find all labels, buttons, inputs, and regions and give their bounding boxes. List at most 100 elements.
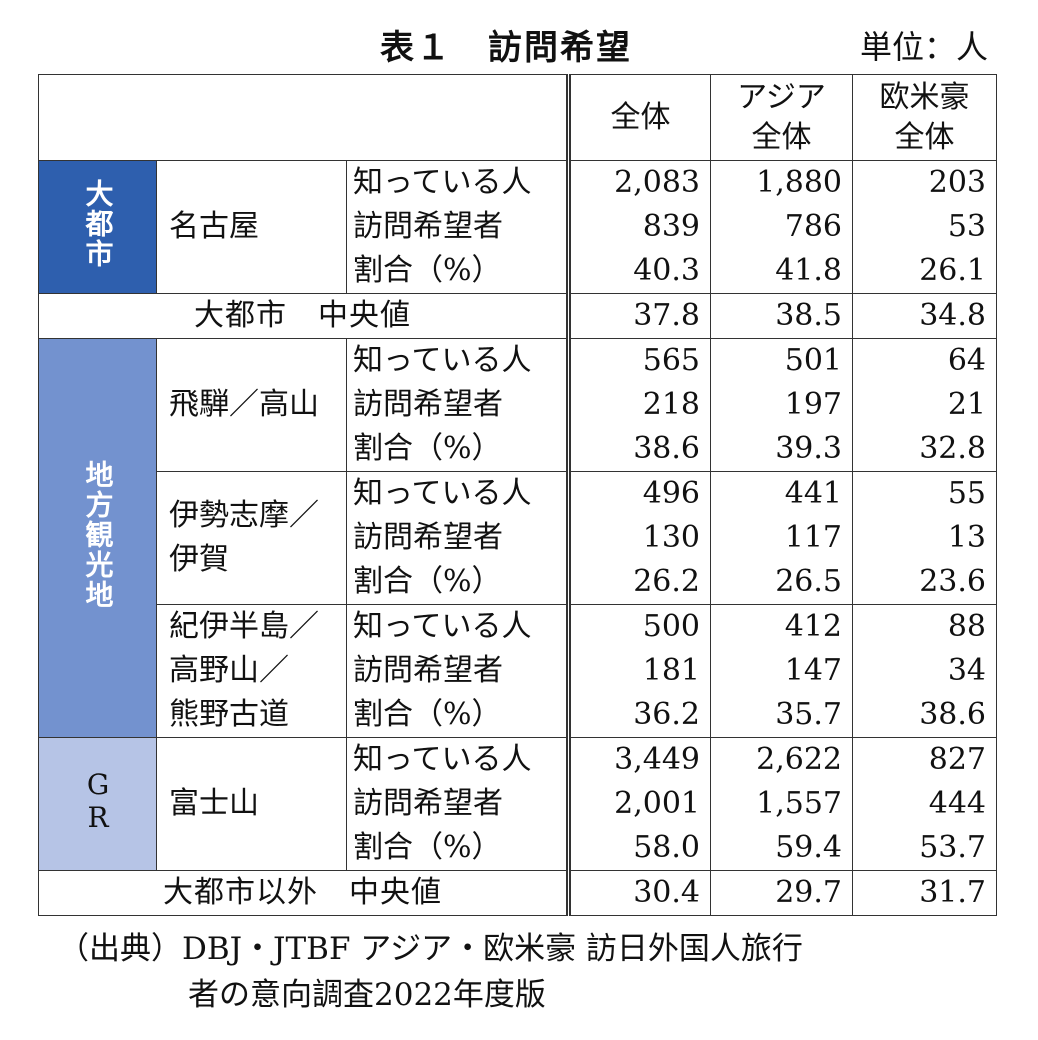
- cell-value: 218: [642, 387, 700, 422]
- place-ise-line1: 伊勢志摩／: [169, 498, 319, 533]
- cell-value: 2,622: [756, 742, 842, 777]
- nagoya-asia: 1,880 786 41.8: [710, 160, 853, 294]
- cell-value: 203: [928, 165, 986, 200]
- metric-labels: 知っている人 訪問希望者 割合（%）: [346, 160, 571, 294]
- cell-value: 34: [947, 653, 986, 688]
- header-asia-line2: 全体: [751, 119, 812, 155]
- fuji-asia: 2,622 1,557 59.4: [710, 737, 853, 871]
- kii-total: 500 181 36.2: [568, 604, 711, 738]
- cell-value: 38.6: [633, 431, 700, 466]
- source-line2: 者の意向調査2022年度版: [188, 977, 546, 1013]
- cell-value: 40.3: [633, 253, 700, 288]
- header-west-line1: 欧米豪: [879, 79, 970, 115]
- table-row: GR 富士山 知っている人 訪問希望者 割合（%） 3,449 2,001 58…: [38, 737, 997, 871]
- metric-ratio: 割合（%）: [353, 830, 502, 865]
- source-line1: （出典）DBJ・JTBF アジア・欧米豪 訪日外国人旅行: [58, 931, 803, 967]
- metric-known: 知っている人: [353, 343, 532, 378]
- ise-west: 55 13 23.6: [852, 471, 997, 605]
- cell-value: 38.5: [710, 293, 853, 339]
- cell-value: 36.2: [633, 697, 700, 732]
- kii-asia: 412 147 35.7: [710, 604, 853, 738]
- cell-value: 827: [928, 742, 986, 777]
- metric-ratio: 割合（%）: [353, 431, 502, 466]
- title-row: 表１ 訪問希望 単位：人: [0, 18, 1038, 68]
- median-row-big-city: 大都市 中央値 37.8 38.5 34.8: [38, 293, 997, 339]
- header-row: 全体 アジア 全体 欧米豪 全体: [38, 74, 997, 161]
- header-asia-line1: アジア: [737, 79, 826, 115]
- cell-value: 1,557: [756, 786, 842, 821]
- cell-value: 500: [642, 609, 700, 644]
- header-west: 欧米豪 全体: [852, 74, 997, 161]
- cell-value: 1,880: [756, 165, 842, 200]
- hida-asia: 501 197 39.3: [710, 338, 853, 472]
- group-label-gr: GR: [38, 737, 157, 871]
- group-label-local: 地方観光地: [38, 338, 157, 738]
- cell-value: 53.7: [919, 830, 986, 865]
- kii-west: 88 34 38.6: [852, 604, 997, 738]
- cell-value: 412: [784, 609, 842, 644]
- cell-value: 565: [642, 343, 700, 378]
- cell-value: 444: [928, 786, 986, 821]
- cell-value: 29.7: [710, 870, 853, 916]
- place-fuji: 富士山: [156, 737, 347, 871]
- metric-known: 知っている人: [353, 165, 532, 200]
- cell-value: 58.0: [633, 830, 700, 865]
- metric-want: 訪問希望者: [353, 520, 503, 555]
- place-kii-line2: 高野山／: [169, 653, 289, 688]
- table-row: 紀伊半島／ 高野山／ 熊野古道 知っている人 訪問希望者 割合（%） 500 1…: [39, 604, 997, 738]
- cell-value: 13: [947, 520, 986, 555]
- table-row: 伊勢志摩／ 伊賀 知っている人 訪問希望者 割合（%） 496 130 26.2…: [39, 471, 997, 605]
- place-hida: 飛騨／高山: [156, 338, 347, 472]
- metric-known: 知っている人: [353, 476, 532, 511]
- place-kii-line3: 熊野古道: [169, 697, 289, 732]
- group-label-big-city-text: 大都市: [81, 178, 115, 269]
- cell-value: 32.8: [919, 431, 986, 466]
- cell-value: 441: [784, 476, 842, 511]
- metric-want: 訪問希望者: [353, 387, 503, 422]
- group-label-big-city: 大都市: [38, 160, 157, 294]
- cell-value: 88: [947, 609, 986, 644]
- cell-value: 501: [784, 343, 842, 378]
- metric-known: 知っている人: [353, 742, 532, 777]
- header-total: 全体: [568, 74, 711, 161]
- cell-value: 117: [784, 520, 842, 555]
- metric-want: 訪問希望者: [353, 653, 503, 688]
- table-row: 大都市 名古屋 知っている人 訪問希望者 割合（%） 2,083 839 40.…: [38, 160, 997, 294]
- median-label-big-city: 大都市 中央値: [38, 293, 571, 339]
- group-label-gr-text: GR: [81, 767, 115, 834]
- metric-want: 訪問希望者: [353, 786, 503, 821]
- cell-value: 31.7: [852, 870, 997, 916]
- nagoya-total: 2,083 839 40.3: [568, 160, 711, 294]
- metric-known: 知っている人: [353, 609, 532, 644]
- cell-value: 496: [642, 476, 700, 511]
- table-title: 表１ 訪問希望: [380, 28, 632, 68]
- place-ise-line2: 伊賀: [169, 542, 229, 577]
- cell-value: 786: [784, 209, 842, 244]
- cell-value: 2,083: [614, 165, 700, 200]
- median-label-other: 大都市以外 中央値: [38, 870, 571, 916]
- metric-ratio: 割合（%）: [353, 253, 502, 288]
- place-ise: 伊勢志摩／ 伊賀: [156, 471, 347, 605]
- cell-value: 26.2: [633, 564, 700, 599]
- cell-value: 21: [947, 387, 986, 422]
- ise-asia: 441 117 26.5: [710, 471, 853, 605]
- header-asia: アジア 全体: [710, 74, 853, 161]
- ise-total: 496 130 26.2: [568, 471, 711, 605]
- table-row: 地方観光地 飛騨／高山 知っている人 訪問希望者 割合（%） 565 218 3…: [38, 338, 997, 738]
- metric-want: 訪問希望者: [353, 209, 503, 244]
- cell-value: 26.5: [775, 564, 842, 599]
- cell-value: 2,001: [614, 786, 700, 821]
- fuji-west: 827 444 53.7: [852, 737, 997, 871]
- place-kii-line1: 紀伊半島／: [169, 609, 319, 644]
- hida-west: 64 21 32.8: [852, 338, 997, 472]
- header-west-line2: 全体: [894, 119, 955, 155]
- cell-value: 35.7: [775, 697, 842, 732]
- nagoya-west: 203 53 26.1: [852, 160, 997, 294]
- cell-value: 39.3: [775, 431, 842, 466]
- median-row-other: 大都市以外 中央値 30.4 29.7 31.7: [38, 870, 997, 916]
- cell-value: 23.6: [919, 564, 986, 599]
- hida-total: 565 218 38.6: [568, 338, 711, 472]
- metric-labels: 知っている人 訪問希望者 割合（%）: [346, 737, 571, 871]
- cell-value: 30.4: [568, 870, 711, 916]
